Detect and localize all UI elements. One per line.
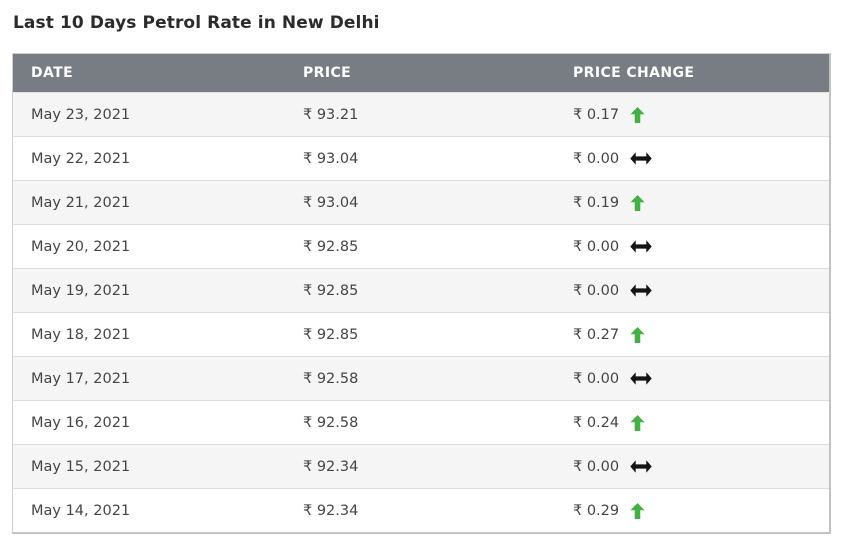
price-cell: ₹ 92.85 bbox=[303, 282, 359, 299]
price-change-value: ₹ 0.00 bbox=[573, 282, 620, 299]
price-cell: ₹ 92.34 bbox=[303, 502, 359, 519]
arrow-up-icon bbox=[630, 502, 645, 519]
table-row: May 19, 2021 ₹ 92.85 ₹ 0.00 bbox=[13, 268, 829, 312]
price-change-value: ₹ 0.00 bbox=[573, 238, 620, 255]
date-cell: May 17, 2021 bbox=[31, 370, 131, 387]
date-cell: May 22, 2021 bbox=[31, 150, 131, 167]
date-cell: May 14, 2021 bbox=[31, 502, 131, 519]
price-cell: ₹ 93.04 bbox=[303, 150, 359, 167]
date-cell: May 16, 2021 bbox=[31, 414, 131, 431]
petrol-rate-widget: Last 10 Days Petrol Rate in New Delhi DA… bbox=[12, 13, 831, 534]
arrow-left-right-icon bbox=[630, 284, 652, 297]
price-change-value: ₹ 0.29 bbox=[573, 502, 620, 519]
arrow-left-right-icon bbox=[630, 152, 652, 165]
price-change-value: ₹ 0.19 bbox=[573, 194, 620, 211]
arrow-left-right-icon bbox=[630, 240, 652, 253]
table-body: May 23, 2021 ₹ 93.21 ₹ 0.17 May 22, 2021… bbox=[13, 92, 829, 532]
date-cell: May 20, 2021 bbox=[31, 238, 131, 255]
price-change-cell: ₹ 0.00 bbox=[573, 459, 829, 475]
date-cell: May 23, 2021 bbox=[31, 106, 131, 123]
table-row: May 17, 2021 ₹ 92.58 ₹ 0.00 bbox=[13, 356, 829, 400]
price-cell: ₹ 93.04 bbox=[303, 194, 359, 211]
date-cell: May 15, 2021 bbox=[31, 458, 131, 475]
page-title: Last 10 Days Petrol Rate in New Delhi bbox=[13, 13, 380, 33]
arrow-up-icon bbox=[630, 194, 645, 211]
column-header-price-change: PRICE CHANGE bbox=[573, 65, 695, 81]
table-row: May 23, 2021 ₹ 93.21 ₹ 0.17 bbox=[13, 92, 829, 136]
arrow-up-icon bbox=[630, 414, 645, 431]
column-header-date: DATE bbox=[31, 65, 74, 81]
price-cell: ₹ 92.34 bbox=[303, 458, 359, 475]
price-change-cell: ₹ 0.27 bbox=[573, 326, 829, 343]
table-row: May 15, 2021 ₹ 92.34 ₹ 0.00 bbox=[13, 444, 829, 488]
price-cell: ₹ 92.58 bbox=[303, 414, 359, 431]
price-change-cell: ₹ 0.17 bbox=[573, 106, 829, 123]
date-cell: May 21, 2021 bbox=[31, 194, 131, 211]
arrow-left-right-icon bbox=[630, 372, 652, 385]
price-change-cell: ₹ 0.00 bbox=[573, 151, 829, 167]
table-row: May 18, 2021 ₹ 92.85 ₹ 0.27 bbox=[13, 312, 829, 356]
price-change-cell: ₹ 0.00 bbox=[573, 283, 829, 299]
date-cell: May 19, 2021 bbox=[31, 282, 131, 299]
table-row: May 22, 2021 ₹ 93.04 ₹ 0.00 bbox=[13, 136, 829, 180]
price-cell: ₹ 92.85 bbox=[303, 238, 359, 255]
table-row: May 16, 2021 ₹ 92.58 ₹ 0.24 bbox=[13, 400, 829, 444]
price-cell: ₹ 93.21 bbox=[303, 106, 359, 123]
petrol-rate-table: DATE PRICE PRICE CHANGE May 23, 2021 ₹ 9… bbox=[12, 53, 831, 534]
table-row: May 21, 2021 ₹ 93.04 ₹ 0.19 bbox=[13, 180, 829, 224]
price-change-cell: ₹ 0.00 bbox=[573, 239, 829, 255]
price-change-value: ₹ 0.00 bbox=[573, 150, 620, 167]
price-cell: ₹ 92.58 bbox=[303, 370, 359, 387]
arrow-left-right-icon bbox=[630, 460, 652, 473]
price-change-value: ₹ 0.00 bbox=[573, 458, 620, 475]
date-cell: May 18, 2021 bbox=[31, 326, 131, 343]
price-cell: ₹ 92.85 bbox=[303, 326, 359, 343]
table-header-row: DATE PRICE PRICE CHANGE bbox=[13, 54, 829, 92]
arrow-up-icon bbox=[630, 106, 645, 123]
price-change-value: ₹ 0.24 bbox=[573, 414, 620, 431]
arrow-up-icon bbox=[630, 326, 645, 343]
column-header-price: PRICE bbox=[303, 65, 352, 81]
table-row: May 14, 2021 ₹ 92.34 ₹ 0.29 bbox=[13, 488, 829, 532]
price-change-value: ₹ 0.00 bbox=[573, 370, 620, 387]
price-change-cell: ₹ 0.24 bbox=[573, 414, 829, 431]
table-row: May 20, 2021 ₹ 92.85 ₹ 0.00 bbox=[13, 224, 829, 268]
price-change-cell: ₹ 0.29 bbox=[573, 502, 829, 519]
price-change-value: ₹ 0.17 bbox=[573, 106, 620, 123]
price-change-value: ₹ 0.27 bbox=[573, 326, 620, 343]
price-change-cell: ₹ 0.19 bbox=[573, 194, 829, 211]
price-change-cell: ₹ 0.00 bbox=[573, 371, 829, 387]
